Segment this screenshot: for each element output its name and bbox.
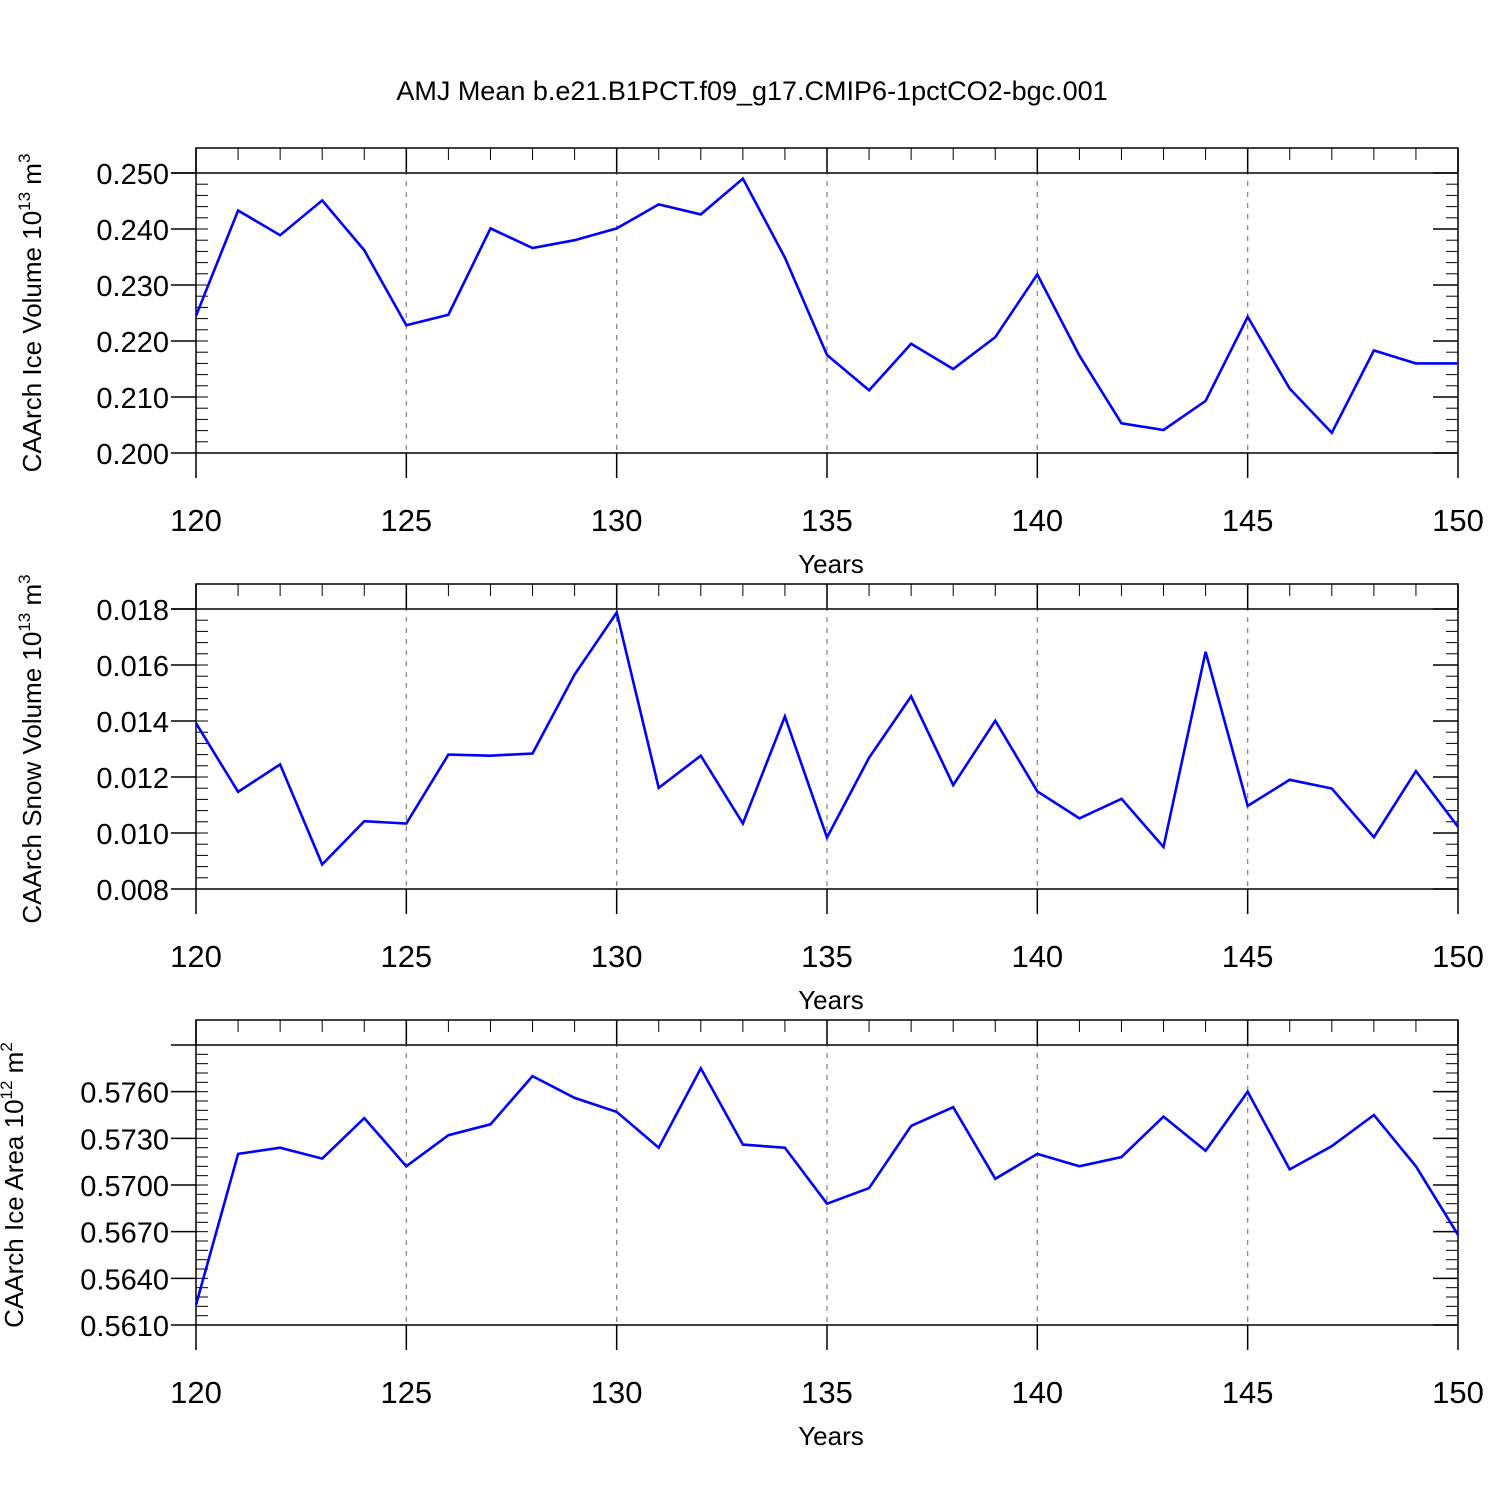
chart-panel-3: 0.5610 0.5640 0.5670 0.5700 0.5730 0.5760 120 1… xyxy=(0,1019,1484,1451)
y-tick-label: 0.018 xyxy=(96,595,169,627)
y-tick-label: 0.014 xyxy=(96,707,169,739)
x-tick-label: 150 xyxy=(1432,939,1484,974)
y-tick-label: 0.010 xyxy=(96,819,169,851)
series-line xyxy=(194,609,1460,867)
x-tick-label: 130 xyxy=(591,939,643,974)
y-axis-label: CAArch Ice Volume 1013 m3 xyxy=(15,154,47,473)
x-axis-label: Years xyxy=(798,985,864,1015)
x-tick-label: 150 xyxy=(1432,1375,1484,1410)
x-axis-label: Years xyxy=(798,549,864,579)
y-tick-label: 0.230 xyxy=(96,271,169,303)
x-tick-label: 135 xyxy=(801,503,853,538)
x-tick-label: 125 xyxy=(380,503,432,538)
x-tick-label: 125 xyxy=(380,1375,432,1410)
y-tick-label: 0.5700 xyxy=(80,1171,169,1203)
x-tick-label: 140 xyxy=(1011,1375,1063,1410)
y-tick-label: 0.5610 xyxy=(80,1311,169,1343)
x-tick-label: 135 xyxy=(801,939,853,974)
y-tick-label: 0.5760 xyxy=(80,1078,169,1110)
x-tick-label: 120 xyxy=(170,1375,222,1410)
x-tick-label: 120 xyxy=(170,939,222,974)
x-tick-label: 150 xyxy=(1432,503,1484,538)
chart-title: AMJ Mean b.e21.B1PCT.f09_g17.CMIP6-1pctC… xyxy=(396,76,1107,106)
x-tick-label: 130 xyxy=(591,1375,643,1410)
x-tick-label: 130 xyxy=(591,503,643,538)
y-tick-label: 0.012 xyxy=(96,763,169,795)
y-tick-label: 0.5640 xyxy=(80,1264,169,1296)
y-tick-label: 0.008 xyxy=(96,875,169,907)
y-tick-label: 0.200 xyxy=(96,439,169,471)
chart-panel-2: 0.008 0.010 0.012 0.014 0.016 0.018 120 125 130 1… xyxy=(15,574,1484,1015)
x-tick-label: 145 xyxy=(1222,503,1274,538)
x-tick-label: 140 xyxy=(1011,503,1063,538)
y-tick-label: 0.5670 xyxy=(80,1218,169,1250)
chart-panels: 0.200 0.210 0.220 0.230 0.240 0.250 120 125 130 1… xyxy=(0,147,1484,1451)
x-tick-label: 135 xyxy=(801,1375,853,1410)
y-tick-label: 0.250 xyxy=(96,159,169,191)
chart-panel-1: 0.200 0.210 0.220 0.230 0.240 0.250 120 125 130 1… xyxy=(15,147,1484,579)
series-line xyxy=(194,176,1458,436)
x-tick-label: 145 xyxy=(1222,1375,1274,1410)
y-tick-label: 0.220 xyxy=(96,327,169,359)
y-axis-label: CAArch Ice Area 1012 m2 xyxy=(0,1042,29,1328)
y-axis-label: CAArch Snow Volume 1013 m3 xyxy=(15,574,47,923)
x-axis-label: Years xyxy=(798,1421,864,1451)
y-tick-label: 0.210 xyxy=(96,383,169,415)
y-tick-label: 0.016 xyxy=(96,651,169,683)
y-tick-label: 0.5730 xyxy=(80,1124,169,1156)
x-tick-label: 125 xyxy=(380,939,432,974)
x-tick-label: 120 xyxy=(170,503,222,538)
y-tick-label: 0.240 xyxy=(96,215,169,247)
x-tick-label: 140 xyxy=(1011,939,1063,974)
x-tick-label: 145 xyxy=(1222,939,1274,974)
series-line xyxy=(194,1065,1460,1306)
